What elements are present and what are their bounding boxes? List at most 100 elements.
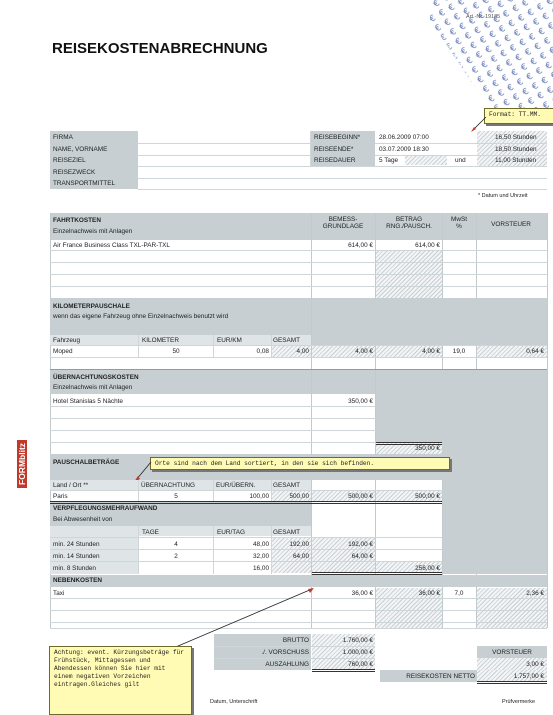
uebernachtung-row1-bemess[interactable]: 350,00 € [348, 398, 373, 405]
auszahlung-value: 760,00 € [348, 661, 373, 668]
label-brutto: BRUTTO [282, 637, 309, 644]
verpflegung-sum: 256,00 € [415, 565, 440, 572]
label-reiseziel: REISEZIEL [53, 157, 86, 164]
km-col-fahrzeug: Fahrzeug [53, 337, 80, 344]
label-und: und [455, 157, 466, 164]
verpflegung-row-label: min. 14 Stunden [53, 553, 100, 560]
verpflegung-row-bemess: 192,00 € [348, 541, 373, 548]
verpflegung-row-eurtag[interactable]: 32,00 [253, 553, 269, 560]
col-bemess: BEMESS- GRUNDLAGE [322, 216, 364, 230]
label-transportmittel: TRANSPORTMITTEL [53, 180, 116, 187]
col-vorsteuer: VORSTEUER [491, 221, 531, 228]
label-vorsteuer-total: VORSTEUER [492, 649, 532, 656]
footer-pruefvermerke: Prüfvermerke [502, 699, 536, 705]
pausch-col-eur: EUR/ÜBERN. [216, 482, 256, 489]
nebenkosten-row1-mwst[interactable]: 7,0 [454, 590, 464, 597]
footer-datum: Datum, Unterschrift [210, 699, 258, 705]
label-reisezweck: REISEZWECK [53, 169, 96, 176]
pausch-uebernachtung[interactable]: 5 [174, 493, 178, 500]
km-mwst[interactable]: 19,0 [452, 348, 466, 355]
brutto-value: 1.760,00 € [342, 637, 373, 644]
label-firma: FIRMA [53, 134, 73, 141]
reiseende-value[interactable]: 03.07.2009 18:30 [379, 146, 429, 153]
verpflegung-row-bemess: 64,00 € [351, 553, 373, 560]
uebernachtung-row1-desc[interactable]: Hotel Stanislas 5 Nächte [53, 398, 123, 405]
verpflegung-header [50, 502, 311, 526]
totals-block [214, 634, 311, 670]
km-col-eurkm: EUR/KM [217, 337, 242, 344]
pausch-land[interactable]: Paris [53, 493, 68, 500]
art-number: Art.-Nr. 19185 [466, 14, 501, 20]
netto-value: 1.757,00 € [513, 673, 544, 680]
nebenkosten-row1-desc[interactable]: Taxi [53, 590, 65, 597]
nebenkosten-row1-betrag: 36,00 € [418, 590, 440, 597]
brand-text: FORMblitz [17, 439, 27, 488]
label-auszahlung: AUSZAHLUNG [265, 661, 309, 668]
section-pauschal: PAUSCHALBETRÄGE [53, 459, 120, 466]
section-kilometerpauschale: KILOMETERPAUSCHALE [53, 303, 130, 310]
pausch-betrag: 500,00 € [415, 493, 440, 500]
bottom-note: Achtung: event. Kürzungsbeträge für Früh… [49, 646, 192, 715]
vorschuss-value[interactable]: 1.000,00 € [342, 649, 373, 656]
brand-logo: FORMblitz [16, 430, 28, 490]
nebenkosten-row1-vorsteuer: 2,36 € [526, 590, 544, 597]
section-verpflegung: VERPFLEGUNGSMEHRAUFWAND [53, 505, 158, 512]
km-eurkm[interactable]: 0,08 [256, 348, 269, 355]
verpflegung-row-gesamt: 192,00 [289, 541, 309, 548]
uebernachtung-subtitle: Einzelnachweis mit Anlagen [53, 384, 133, 391]
fahrtkosten-row1-bemess[interactable]: 614,00 € [348, 242, 373, 249]
verpflegung-row-tage[interactable]: 4 [174, 541, 178, 548]
col-betrag: BETRAG RNG./PAUSCH. [386, 216, 432, 230]
pausch-gesamt: 500,00 [289, 493, 309, 500]
verpflegung-row-eurtag[interactable]: 48,00 [253, 541, 269, 548]
header-left-labels [50, 131, 138, 189]
pausch-col-gesamt: GESAMT [273, 482, 300, 489]
km-kilometer[interactable]: 50 [172, 348, 180, 355]
fahrtkosten-row1-desc[interactable]: Air France Business Class TXL-PAR-TXL [53, 242, 170, 249]
label-reiseende: REISEENDE* [314, 146, 354, 153]
header-right-labels [311, 131, 375, 166]
ende-stunden: 18,50 Stunden [495, 146, 537, 153]
page-title: REISEKOSTENABRECHNUNG [52, 40, 268, 57]
verpflegung-row-eurtag[interactable]: 16,00 [253, 565, 269, 572]
format-note: Format: TT.MM. [484, 108, 553, 124]
nebenkosten-header [50, 575, 547, 587]
euro-watermark: € [430, 0, 553, 110]
nebenkosten-row1-bemess[interactable]: 36,00 € [351, 590, 373, 597]
fahrtkosten-subtitle: Einzelnachweis mit Anlagen [53, 228, 133, 235]
bottom-note-arrow [163, 588, 314, 653]
reisedauer-value: 5 Tage [379, 157, 399, 164]
uebernachtung-header [50, 370, 311, 394]
km-fahrzeug[interactable]: Moped [53, 348, 73, 355]
col-mwst: MwSt % [451, 216, 467, 230]
pausch-col-uebernachtung: ÜBERNACHTUNG [141, 482, 195, 489]
label-name: NAME, VORNAME [53, 146, 108, 153]
km-subtitle: wenn das eigene Fahrzeug ohne Einzelnach… [53, 313, 229, 320]
verpflegung-row-gesamt: 64,00 [293, 553, 309, 560]
km-col-kilometer: KILOMETER [142, 337, 179, 344]
uebernachtung-sum: 350,00 € [415, 445, 440, 452]
km-betrag: 4,00 € [422, 348, 440, 355]
km-header [50, 298, 311, 335]
fahrtkosten-header [50, 213, 547, 240]
reisebeginn-value[interactable]: 28.06.2009 07:00 [379, 134, 429, 141]
label-vorschuss: ./. VORSCHUSS [261, 649, 309, 656]
label-reisebeginn: REISEBEGINN* [314, 134, 361, 141]
section-fahrtkosten: FAHRTKOSTEN [53, 217, 101, 224]
beginn-stunden: 16,50 Stunden [495, 134, 537, 141]
dauer-stunden: 11,00 Stunden [495, 157, 537, 164]
vorsteuer-total: 3,00 € [526, 661, 544, 668]
verpflegung-col-tage: TAGE [142, 529, 159, 536]
label-reisedauer: REISEDAUER [314, 157, 356, 164]
label-netto: REISEKOSTEN NETTO [406, 673, 475, 680]
verpflegung-col-eurtag: EUR/TAG [217, 529, 245, 536]
verpflegung-subtitle: Bei Abwesenheit von [53, 516, 113, 523]
km-col-gesamt: GESAMT [273, 337, 300, 344]
footnote-datum: * Datum und Uhrzeit [478, 193, 528, 199]
pausch-eur[interactable]: 100,00 [249, 493, 269, 500]
note-arrow [471, 116, 487, 132]
km-bemess: 4,00 € [355, 348, 373, 355]
pausch-note: Orte sind nach dem Land sortiert, in den… [150, 457, 450, 470]
verpflegung-row-tage[interactable]: 2 [174, 553, 178, 560]
fahrtkosten-row1-betrag: 614,00 € [415, 242, 440, 249]
